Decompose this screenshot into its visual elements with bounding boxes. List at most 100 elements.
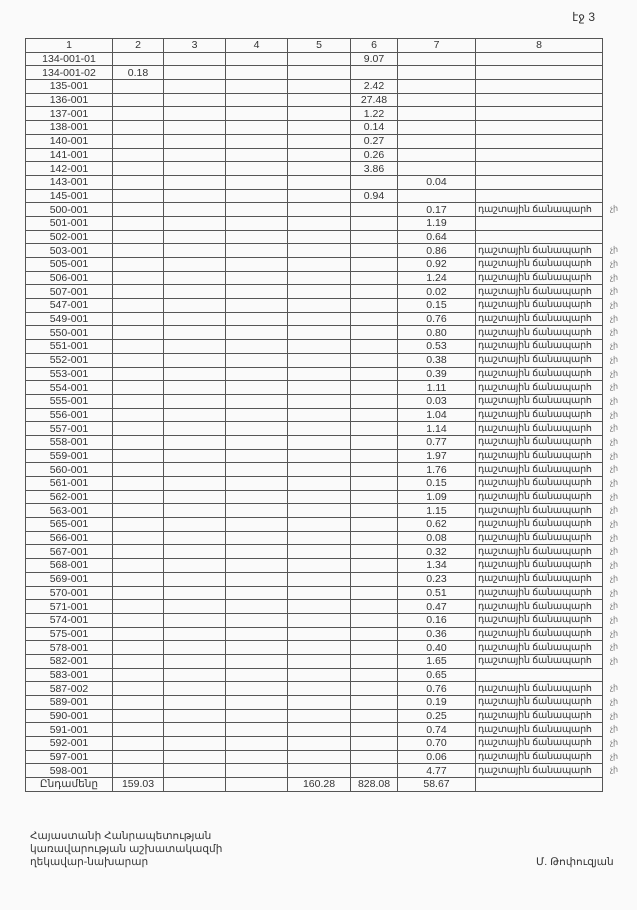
cell-col-3 <box>163 92 226 108</box>
cell-col-3 <box>163 120 226 135</box>
cell-col-6 <box>350 257 398 272</box>
cell-col-1: 563-001 <box>25 503 113 519</box>
cell-col-8: դաշտային ճանապարհ չի <box>475 448 618 464</box>
cell-col-5 <box>287 51 351 67</box>
cell-col-7: 0.76 <box>397 681 476 696</box>
margin-mark: չի <box>610 710 618 720</box>
cell-col-8: դաշտային ճանապարհ չի <box>475 571 618 587</box>
column-header-5: 5 <box>287 38 351 53</box>
cell-col-5 <box>287 681 351 696</box>
cell-col-5 <box>287 257 351 272</box>
cell-col-1: 568-001 <box>25 558 113 573</box>
cell-col-1: 575-001 <box>25 626 113 642</box>
cell-col-5 <box>287 434 351 450</box>
cell-col-3 <box>163 352 226 368</box>
cell-col-8: դաշտային ճանապարհ չի <box>475 366 618 382</box>
cell-col-8: դաշտային ճանապարհ չի <box>475 462 618 477</box>
cell-col-6 <box>350 722 398 738</box>
table-row: 551-001 0.53 դաշտային ճանապարհ չի <box>25 339 618 354</box>
table-row: 554-001 1.11 դաշտային ճանապարհ չի <box>25 380 618 395</box>
margin-mark: չի <box>610 573 618 583</box>
cell-col-2 <box>112 489 164 505</box>
margin-mark: չի <box>610 245 618 255</box>
cell-col-5 <box>287 311 351 327</box>
cell-col-1: 505-001 <box>25 257 113 272</box>
cell-col-4 <box>225 640 288 655</box>
margin-mark: չի <box>610 532 618 542</box>
cell-col-5 <box>287 106 351 122</box>
cell-col-4 <box>225 448 288 464</box>
cell-col-1: 134-001-02 <box>25 65 113 81</box>
cell-col-8: դաշտային ճանապարհ չի <box>475 243 618 258</box>
cell-col-1: 569-001 <box>25 571 113 587</box>
cell-col-1: 567-001 <box>25 544 113 560</box>
cell-col-3 <box>163 366 226 382</box>
margin-mark: չի <box>610 327 618 337</box>
column-header-7: 7 <box>397 38 476 53</box>
cell-col-3 <box>163 380 226 395</box>
cell-col-1: 551-001 <box>25 339 113 354</box>
margin-mark: չի <box>610 560 618 570</box>
margin-mark: չի <box>610 751 618 761</box>
table-row: 569-001 0.23 դաշտային ճանապարհ չի <box>25 571 618 587</box>
cell-col-2 <box>112 503 164 519</box>
cell-col-4 <box>225 489 288 505</box>
cell-col-1: 589-001 <box>25 695 113 710</box>
cell-col-7 <box>397 92 476 108</box>
table-row: 553-001 0.39 դաշտային ճանապարհ չի <box>25 366 618 382</box>
cell-col-1: 134-001-01 <box>25 51 113 67</box>
cell-col-5 <box>287 489 351 505</box>
cell-col-3 <box>163 667 226 683</box>
cell-col-1: 597-001 <box>25 749 113 765</box>
margin-mark: չի <box>610 204 618 214</box>
cell-col-2 <box>112 407 164 423</box>
cell-col-7: 0.03 <box>397 393 476 409</box>
cell-col-2 <box>112 708 164 724</box>
cell-col-6 <box>350 434 398 450</box>
cell-col-4 <box>225 558 288 573</box>
cell-col-1: 590-001 <box>25 708 113 724</box>
cell-col-5 <box>287 448 351 464</box>
cell-col-5 <box>287 79 351 94</box>
margin-mark: չի <box>610 272 618 282</box>
cell-col-3 <box>163 640 226 655</box>
footer-line-3: ղեկավար-նախարար <box>30 856 149 868</box>
cell-col-7 <box>397 106 476 122</box>
cell-col-6 <box>350 202 398 217</box>
margin-mark: չի <box>610 423 618 433</box>
cell-col-7: 1.14 <box>397 421 476 436</box>
cell-col-8: դաշտային ճանապարհ չի <box>475 257 618 272</box>
cell-col-5 <box>287 380 351 395</box>
cell-col-8: դաշտային ճանապարհ չի <box>475 763 618 779</box>
table-row: 552-001 0.38 դաշտային ճանապարհ չի <box>25 352 618 368</box>
cell-col-6 <box>350 448 398 464</box>
cell-col-8 <box>475 120 603 135</box>
cell-col-6 <box>350 380 398 395</box>
cell-col-1: 560-001 <box>25 462 113 477</box>
cell-col-2 <box>112 120 164 135</box>
cell-col-7: 0.04 <box>397 174 476 190</box>
cell-col-8: դաշտային ճանապարհ չի <box>475 421 618 436</box>
cell-col-3 <box>163 503 226 519</box>
cell-col-3 <box>163 530 226 546</box>
cell-col-8: դաշտային ճանապարհ չի <box>475 599 618 614</box>
cell-col-3 <box>163 325 226 341</box>
cell-col-7: 0.92 <box>397 257 476 272</box>
cell-col-2 <box>112 421 164 436</box>
cell-col-8 <box>475 229 603 245</box>
footer-title: Հայաստանի Հանրապետության կառավարության ա… <box>30 830 222 869</box>
table-row: 501-001 1.19 <box>25 215 603 231</box>
cell-col-7: 0.62 <box>397 517 476 532</box>
cell-col-4 <box>225 257 288 272</box>
cell-col-2 <box>112 133 164 149</box>
cell-col-3 <box>163 722 226 738</box>
cell-col-4 <box>225 174 288 190</box>
cell-col-6 <box>350 503 398 519</box>
cell-col-5 <box>287 626 351 642</box>
cell-col-8 <box>475 133 603 149</box>
cell-col-5 <box>287 284 351 300</box>
cell-col-4 <box>225 763 288 779</box>
cell-col-4 <box>225 106 288 122</box>
cell-col-6 <box>350 421 398 436</box>
cell-col-7: 0.77 <box>397 434 476 450</box>
